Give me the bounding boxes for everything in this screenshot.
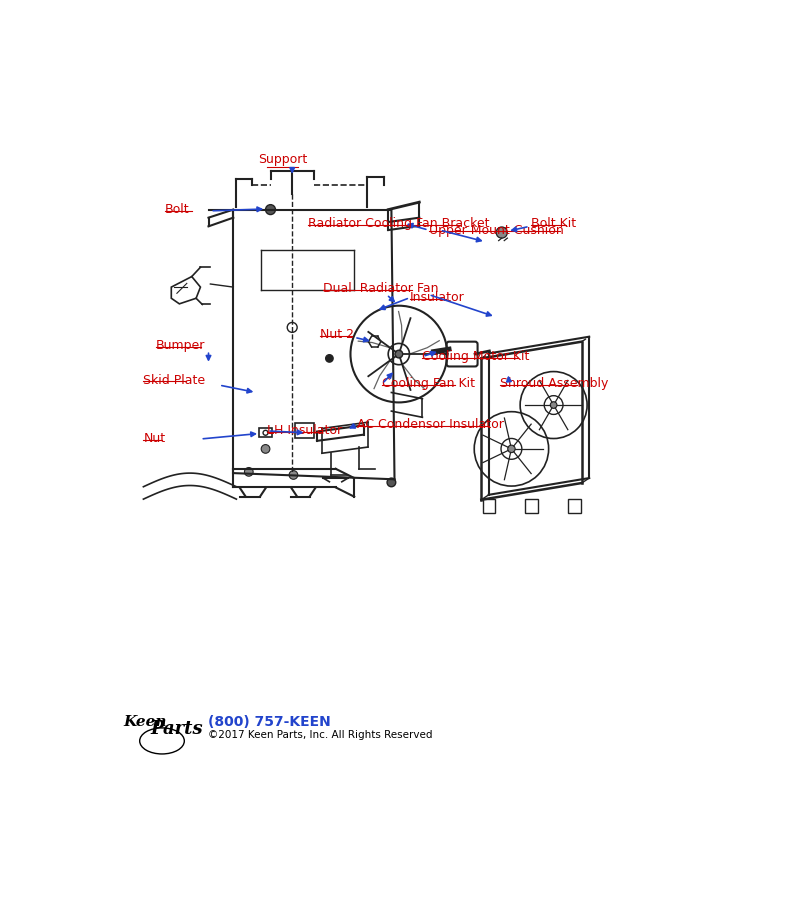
Text: Shroud Assembly: Shroud Assembly xyxy=(500,377,608,391)
Text: Parts: Parts xyxy=(151,720,203,738)
Circle shape xyxy=(326,355,333,362)
Text: AC Condensor Insulator: AC Condensor Insulator xyxy=(358,418,504,431)
Circle shape xyxy=(395,350,402,358)
Text: (800) 757-KEEN: (800) 757-KEEN xyxy=(209,716,331,729)
Text: Nut: Nut xyxy=(143,433,166,446)
Circle shape xyxy=(508,446,515,453)
Text: Bumper: Bumper xyxy=(156,339,205,352)
Text: LH Insulator: LH Insulator xyxy=(267,425,342,437)
Text: Dual  Radiator Fan: Dual Radiator Fan xyxy=(323,282,438,295)
Text: Cooling Motor Kit: Cooling Motor Kit xyxy=(422,350,530,363)
Text: Bolt Kit: Bolt Kit xyxy=(531,218,576,230)
Text: Insulator: Insulator xyxy=(410,291,465,304)
Text: Upper Mount Cushion: Upper Mount Cushion xyxy=(429,223,563,237)
Circle shape xyxy=(496,227,507,239)
Text: Skid Plate: Skid Plate xyxy=(143,374,206,387)
Text: Bolt: Bolt xyxy=(165,203,190,216)
Circle shape xyxy=(387,478,396,487)
Circle shape xyxy=(245,467,253,476)
Circle shape xyxy=(289,471,298,480)
Text: Cooling Fan Kit: Cooling Fan Kit xyxy=(382,377,475,391)
Text: Radiator Cooling Fan Bracket: Radiator Cooling Fan Bracket xyxy=(308,218,490,230)
Circle shape xyxy=(550,401,557,409)
Text: Keen: Keen xyxy=(123,716,167,729)
Circle shape xyxy=(266,204,275,214)
Text: Nut 2: Nut 2 xyxy=(320,328,354,341)
Text: Support: Support xyxy=(258,153,307,166)
Circle shape xyxy=(262,445,270,454)
Text: ©2017 Keen Parts, Inc. All Rights Reserved: ©2017 Keen Parts, Inc. All Rights Reserv… xyxy=(209,730,433,740)
